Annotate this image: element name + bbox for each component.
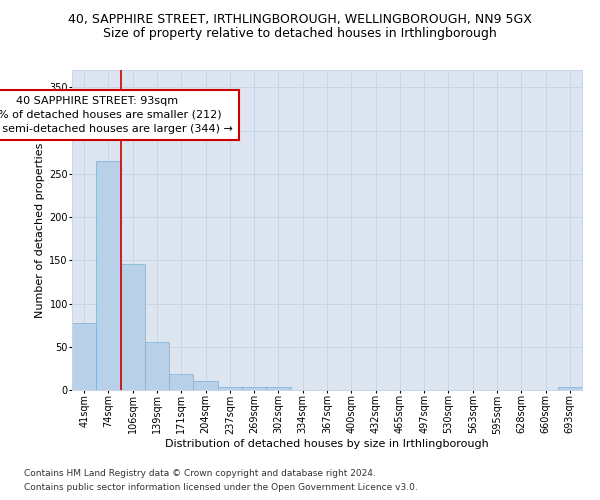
Y-axis label: Number of detached properties: Number of detached properties	[35, 142, 45, 318]
Bar	[121, 264, 145, 390]
X-axis label: Distribution of detached houses by size in Irthlingborough: Distribution of detached houses by size …	[165, 439, 489, 449]
Text: Contains HM Land Registry data © Crown copyright and database right 2024.: Contains HM Land Registry data © Crown c…	[24, 468, 376, 477]
Bar	[558, 388, 582, 390]
Text: Contains public sector information licensed under the Open Government Licence v3: Contains public sector information licen…	[24, 484, 418, 492]
Bar	[266, 386, 290, 390]
Text: Size of property relative to detached houses in Irthlingborough: Size of property relative to detached ho…	[103, 28, 497, 40]
Bar	[96, 161, 121, 390]
Bar	[145, 342, 169, 390]
Bar	[169, 374, 193, 390]
Text: 40, SAPPHIRE STREET, IRTHLINGBOROUGH, WELLINGBOROUGH, NN9 5GX: 40, SAPPHIRE STREET, IRTHLINGBOROUGH, WE…	[68, 12, 532, 26]
Bar	[72, 322, 96, 390]
Bar	[218, 386, 242, 390]
Text: 40 SAPPHIRE STREET: 93sqm
← 37% of detached houses are smaller (212)
60% of semi: 40 SAPPHIRE STREET: 93sqm ← 37% of detac…	[0, 96, 233, 134]
Bar	[242, 386, 266, 390]
Bar	[193, 382, 218, 390]
